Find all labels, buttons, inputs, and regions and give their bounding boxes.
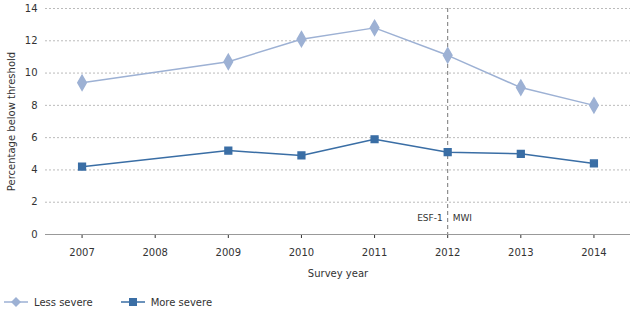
- svg-text:Percentage below threshold: Percentage below threshold: [6, 52, 17, 191]
- svg-text:10: 10: [25, 67, 38, 78]
- svg-text:0: 0: [31, 229, 37, 240]
- svg-text:2014: 2014: [581, 247, 606, 258]
- svg-text:12: 12: [25, 35, 38, 46]
- svg-text:2009: 2009: [216, 247, 241, 258]
- svg-text:2012: 2012: [435, 247, 460, 258]
- svg-text:Survey year: Survey year: [308, 268, 369, 279]
- svg-text:14: 14: [25, 3, 38, 14]
- svg-text:2011: 2011: [362, 247, 387, 258]
- html-text:Less severe: Less severe: [34, 296, 93, 308]
- svg-text:2008: 2008: [142, 247, 167, 258]
- svg-text:2007: 2007: [69, 247, 94, 258]
- svg-text:2010: 2010: [289, 247, 314, 258]
- html-text:More severe: More severe: [150, 296, 213, 308]
- svg-text:2: 2: [31, 196, 37, 207]
- svg-text:6: 6: [31, 132, 37, 143]
- svg-text:8: 8: [31, 100, 37, 111]
- svg-text:2013: 2013: [508, 247, 533, 258]
- svg-text:ESF-1: ESF-1: [417, 213, 443, 223]
- svg-text:MWI: MWI: [453, 213, 472, 223]
- svg-text:4: 4: [31, 164, 37, 175]
